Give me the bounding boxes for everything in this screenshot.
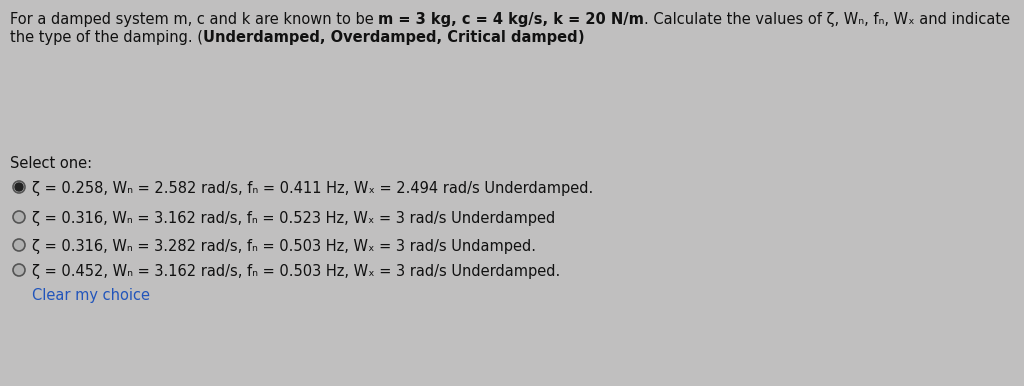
Text: ζ = 0.316, Wₙ = 3.162 rad/s, fₙ = 0.523 Hz, Wₓ = 3 rad/s Underdamped: ζ = 0.316, Wₙ = 3.162 rad/s, fₙ = 0.523 … <box>32 211 555 226</box>
Text: ζ = 0.452, Wₙ = 3.162 rad/s, fₙ = 0.503 Hz, Wₓ = 3 rad/s Underdamped.: ζ = 0.452, Wₙ = 3.162 rad/s, fₙ = 0.503 … <box>32 264 560 279</box>
Text: m = 3 kg, c = 4 kg/s, k = 20 N/m: m = 3 kg, c = 4 kg/s, k = 20 N/m <box>379 12 644 27</box>
Text: Clear my choice: Clear my choice <box>32 288 150 303</box>
Text: the type of the damping. (: the type of the damping. ( <box>10 30 203 45</box>
Text: ): ) <box>578 30 585 45</box>
Circle shape <box>13 181 25 193</box>
Text: ζ = 0.258, Wₙ = 2.582 rad/s, fₙ = 0.411 Hz, Wₓ = 2.494 rad/s Underdamped.: ζ = 0.258, Wₙ = 2.582 rad/s, fₙ = 0.411 … <box>32 181 593 196</box>
Circle shape <box>13 239 25 251</box>
Circle shape <box>13 264 25 276</box>
Circle shape <box>13 211 25 223</box>
Text: . Calculate the values of ζ, Wₙ, fₙ, Wₓ and indicate: . Calculate the values of ζ, Wₙ, fₙ, Wₓ … <box>644 12 1011 27</box>
Text: ζ = 0.316, Wₙ = 3.282 rad/s, fₙ = 0.503 Hz, Wₓ = 3 rad/s Undamped.: ζ = 0.316, Wₙ = 3.282 rad/s, fₙ = 0.503 … <box>32 239 536 254</box>
Text: Underdamped, Overdamped, Critical damped: Underdamped, Overdamped, Critical damped <box>203 30 578 45</box>
Text: Select one:: Select one: <box>10 156 92 171</box>
Text: For a damped system m, c and k are known to be: For a damped system m, c and k are known… <box>10 12 379 27</box>
Circle shape <box>15 183 23 191</box>
